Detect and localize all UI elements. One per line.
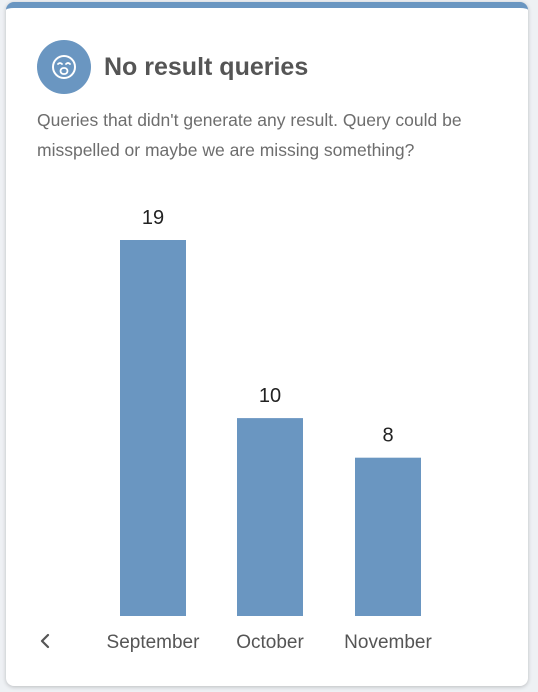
bar-september (120, 240, 186, 616)
bar-november (355, 457, 421, 616)
no-result-queries-card: No result queries Queries that didn't ge… (6, 2, 528, 686)
bar-value-label: 19 (142, 207, 164, 229)
bar-october (237, 418, 303, 616)
bar-chart: 19 September 10 October 8 November (107, 207, 433, 653)
category-label: September (107, 632, 201, 653)
card-header: No result queries (37, 40, 308, 94)
bar-value-label: 8 (382, 425, 393, 447)
bar-value-label: 10 (259, 385, 281, 407)
card-description: Queries that didn't generate any result.… (37, 110, 462, 160)
category-label: November (344, 632, 432, 653)
sad-face-icon (37, 40, 91, 94)
chevron-left-icon (40, 633, 50, 649)
previous-button[interactable] (33, 626, 57, 656)
category-label: October (236, 632, 304, 653)
card-title: No result queries (104, 52, 309, 81)
